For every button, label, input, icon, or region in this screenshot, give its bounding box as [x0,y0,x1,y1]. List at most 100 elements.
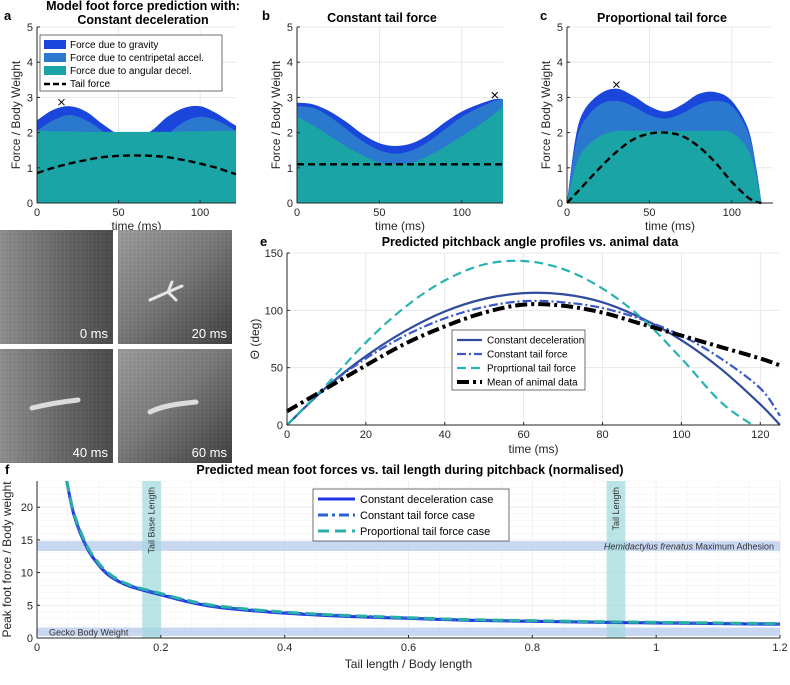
chart-f: Hemidactylus frenatus Maximum Adhesion Ge… [0,480,788,671]
e-series-line-3 [285,302,781,413]
f-band-1 [37,627,780,637]
f-ytick-label-0: 0 [27,633,33,645]
chart-c: 0 50 100 0 1 2 3 4 5 time (ms) Force / Body Weight [539,22,773,233]
f-band-2 [142,481,161,638]
e-xtick-label-0: 0 [284,429,290,441]
e-series-line-2 [286,259,754,426]
panel-label-e: e [260,234,267,249]
b-ytick-label-2: 2 [287,128,293,140]
c-ytick-label-2: 2 [557,128,563,140]
legend-centripetal-swatch [44,53,66,62]
legend-angular-swatch [44,66,66,75]
f-band-label-1: Gecko Body Weight [49,627,129,637]
b-ytick-label-1: 1 [287,163,293,175]
legend-gravity-label: Force due to gravity [70,40,158,51]
legend-tail-label: Tail force [70,79,110,90]
a-area-angular [37,130,236,203]
e-xtick-label-4: 80 [596,429,608,441]
e-series-line-0 [286,291,781,426]
f-legend-label-0: Constant deceleration case [360,494,493,506]
f-xtick-label-4: 0.8 [525,642,540,654]
f-ytick-label-2: 10 [21,568,33,580]
a-xtick-label-0: 0 [34,207,40,219]
e-ylabel: Θ (deg) [248,319,262,360]
panel-a-title2: Constant deceleration [77,13,208,27]
a-ytick-label-1: 1 [27,163,33,175]
a-xtick-label-2: 100 [191,207,209,219]
photo-grid: 0 ms 20 ms 40 ms 60 ms [0,230,232,463]
f-band-label-2: Tail Base Length [147,487,157,554]
panel-label-a: a [4,8,12,23]
c-ytick-label-0: 0 [557,198,563,210]
c-ytick-label-4: 4 [557,57,563,69]
panel-c-title: Proportional tail force [597,11,727,25]
c-ytick-label-3: 3 [557,92,563,104]
a-xtick-label-1: 50 [112,207,124,219]
f-ytick-label-1: 5 [27,600,33,612]
a-ytick-label-4: 4 [27,57,33,69]
chart-b: 0 50 100 0 1 2 3 4 5 time (ms) Force / Body Weight [269,22,503,233]
a-ylabel: Force / Body Weight [9,60,23,169]
photo-frame-1-texture [118,230,232,344]
e-legend-label-1: Constant tail force [487,350,568,361]
b-xlabel: time (ms) [375,219,425,233]
a-peak-marker [58,98,65,106]
c-xtick-label-0: 0 [564,207,570,219]
f-legend-label-1: Constant tail force case [360,510,475,522]
f-xlabel: Tail length / Body length [345,657,472,671]
f-band-0 [37,541,780,551]
legend-a: Force due to gravity Force due to centri… [39,34,223,92]
c-xlabel: time (ms) [645,219,695,233]
f-legend-label-2: Proportional tail force case [360,526,490,538]
chart-a: 0 50 100 0 1 2 3 4 5 time (ms) Force / Body Weight [9,22,237,233]
e-ytick-label-1: 50 [271,363,283,375]
legend-gravity-swatch [44,40,66,49]
f-xtick-label-3: 0.6 [401,642,416,654]
a-ytick-label-2: 2 [27,128,33,140]
panel-e-title: Predicted pitchback angle profiles vs. a… [382,235,680,249]
e-ytick-label-2: 100 [265,305,283,317]
f-legend: Constant deceleration case Constant tail … [312,488,510,542]
photo-frame-3: 60 ms [118,349,232,463]
e-xlabel: time (ms) [509,442,559,456]
e-ytick-label-0: 0 [277,420,283,432]
e-legend-label-0: Constant deceleration [487,336,584,347]
panel-b-title: Constant tail force [327,11,437,25]
b-xtick-label-1: 50 [373,207,385,219]
e-legend: Constant deceleration Constant tail force… [451,329,586,391]
photo-frame-2-texture [0,349,113,463]
e-series-line-1 [286,299,781,426]
gecko-silhouette-20ms [148,280,184,302]
b-xtick-label-2: 100 [453,207,471,219]
photo-frame-1-time: 20 ms [192,326,228,341]
c-area-angular [567,130,762,203]
f-xtick-label-1: 0.2 [153,642,168,654]
a-xlabel: time (ms) [112,219,162,233]
b-peak-marker [491,91,499,99]
b-xtick-label-0: 0 [294,207,300,219]
f-xtick-label-6: 1.2 [772,642,787,654]
legend-angular-label: Force due to angular decel. [70,66,192,77]
photo-frame-0-time: 0 ms [80,326,109,341]
f-band-label-0: Hemidactylus frenatus Maximum Adhesion [604,542,774,552]
f-xtick-label-5: 1 [653,642,659,654]
f-band-label-3: Tail Length [611,487,621,531]
a-line-tail [36,154,237,176]
panel-label-b: b [262,8,270,23]
f-band-3 [606,481,626,638]
c-ylabel: Force / Body Weight [539,60,553,169]
gecko-silhouette-40ms [29,397,81,411]
legend-a-box [39,34,223,92]
f-ylabel: Peak foot force / Body weight [0,481,14,638]
e-xtick-label-5: 100 [672,429,690,441]
b-ylabel: Force / Body Weight [269,60,283,169]
a-ytick-label-5: 5 [27,22,33,34]
e-ytick-label-3: 150 [265,248,283,260]
photo-frame-3-time: 60 ms [192,445,228,460]
photo-frame-2: 40 ms [0,349,113,463]
c-line-tail [566,131,762,205]
f-band-label-0-species: Hemidactylus frenatus [604,542,694,552]
e-xtick-label-6: 120 [751,429,769,441]
panel-a-title: Model foot force prediction with: [46,0,240,13]
